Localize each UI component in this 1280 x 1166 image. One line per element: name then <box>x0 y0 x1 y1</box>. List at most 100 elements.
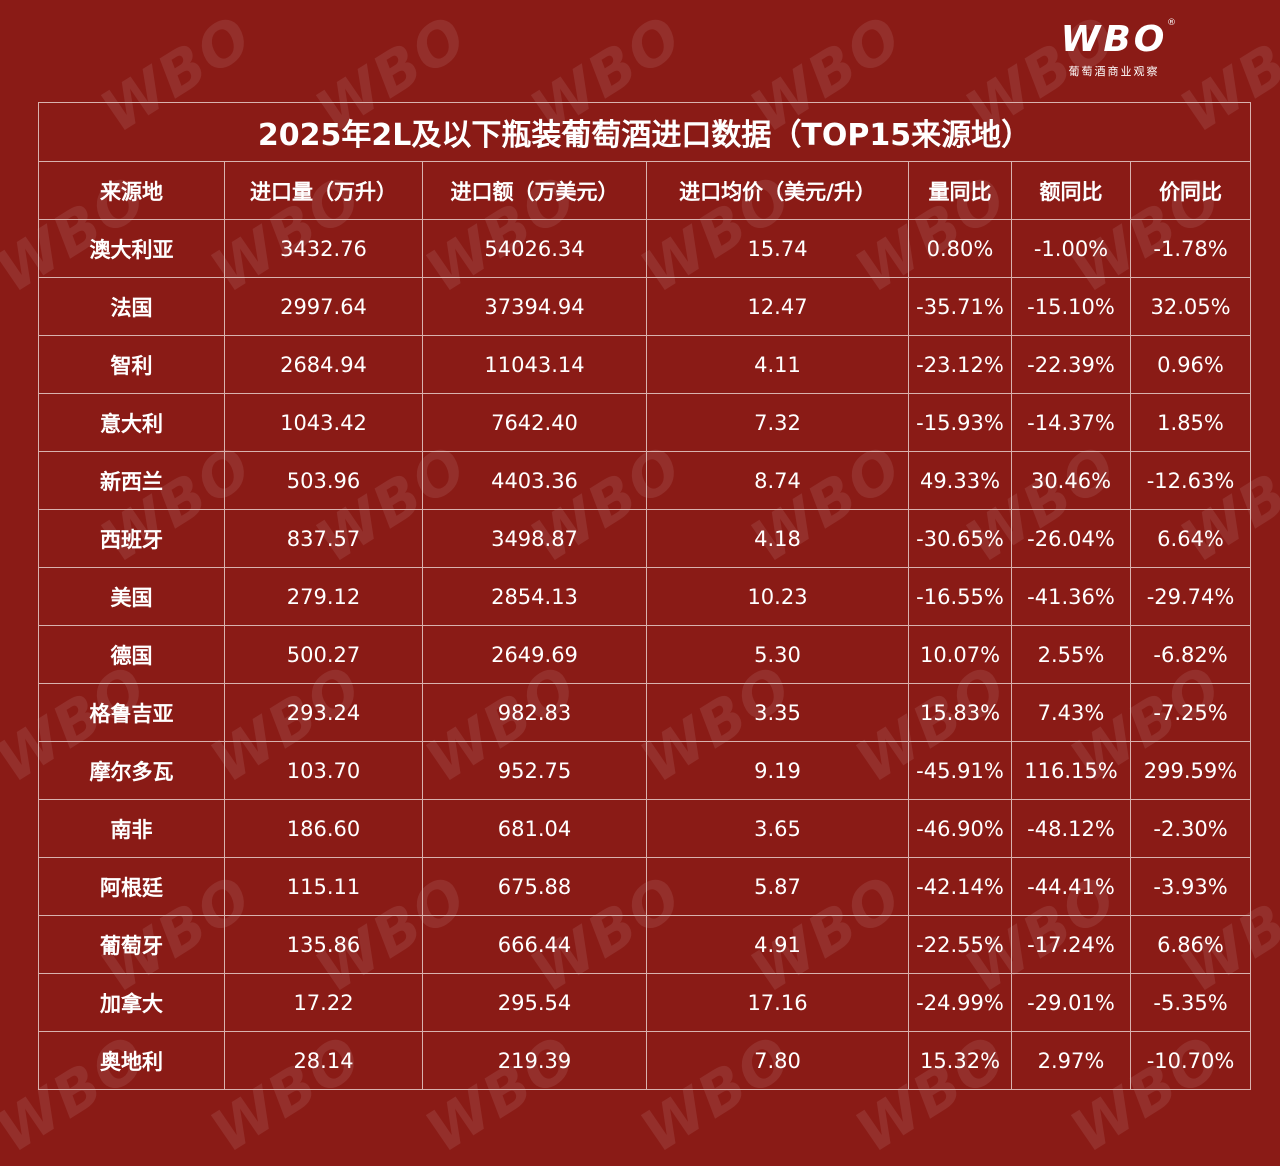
cell-source: 加拿大 <box>38 973 225 1032</box>
cell-price-yoy: -10.70% <box>1129 1031 1252 1090</box>
cell-source: 意大利 <box>38 393 225 452</box>
cell-volume-yoy: -42.14% <box>908 857 1012 916</box>
table-row: 阿根廷 115.11 675.88 5.87 -42.14% -44.41% -3.93% <box>38 857 1252 916</box>
header-price-yoy: 价同比 <box>1129 161 1252 220</box>
table-row: 法国 2997.64 37394.94 12.47 -35.71% -15.10% 32.0… <box>38 277 1252 336</box>
cell-avg-price: 17.16 <box>646 973 909 1032</box>
cell-price-yoy: -2.30% <box>1129 799 1252 858</box>
cell-price-yoy: 299.59% <box>1129 741 1252 800</box>
cell-volume-yoy: -16.55% <box>908 567 1012 626</box>
cell-price-yoy: 1.85% <box>1129 393 1252 452</box>
cell-volume-yoy: 15.32% <box>908 1031 1012 1090</box>
cell-volume-yoy: 15.83% <box>908 683 1012 742</box>
table-row: 葡萄牙 135.86 666.44 4.91 -22.55% -17.24% 6.86% <box>38 915 1252 974</box>
table-row: 西班牙 837.57 3498.87 4.18 -30.65% -26.04% 6.64% <box>38 509 1252 568</box>
logo-subtitle: 葡萄酒商业观察 <box>1068 65 1160 78</box>
cell-price-yoy: 6.64% <box>1129 509 1252 568</box>
cell-volume: 115.11 <box>224 857 423 916</box>
cell-source: 法国 <box>38 277 225 336</box>
cell-value-yoy: -41.36% <box>1011 567 1131 626</box>
cell-price-yoy: -6.82% <box>1129 625 1252 684</box>
cell-value-yoy: -48.12% <box>1011 799 1131 858</box>
cell-avg-price: 8.74 <box>646 451 909 510</box>
cell-value: 7642.40 <box>422 393 647 452</box>
table-row: 格鲁吉亚 293.24 982.83 3.35 15.83% 7.43% -7.25% <box>38 683 1252 742</box>
cell-value: 37394.94 <box>422 277 647 336</box>
cell-value: 681.04 <box>422 799 647 858</box>
cell-value: 2854.13 <box>422 567 647 626</box>
table-row: 南非 186.60 681.04 3.65 -46.90% -48.12% -2.30% <box>38 799 1252 858</box>
cell-value-yoy: -17.24% <box>1011 915 1131 974</box>
cell-volume: 135.86 <box>224 915 423 974</box>
wine-import-table: 2025年2L及以下瓶装葡萄酒进口数据（TOP15来源地） 来源地 进口量（万升）… <box>37 102 1252 1090</box>
cell-value-yoy: -29.01% <box>1011 973 1131 1032</box>
header-volume-yoy: 量同比 <box>908 161 1012 220</box>
cell-volume-yoy: -15.93% <box>908 393 1012 452</box>
cell-price-yoy: -29.74% <box>1129 567 1252 626</box>
cell-value-yoy: 116.15% <box>1011 741 1131 800</box>
cell-value-yoy: 7.43% <box>1011 683 1131 742</box>
cell-volume: 28.14 <box>224 1031 423 1090</box>
table-row: 澳大利亚 3432.76 54026.34 15.74 0.80% -1.00% -1.78… <box>38 219 1252 278</box>
cell-source: 美国 <box>38 567 225 626</box>
cell-avg-price: 5.87 <box>646 857 909 916</box>
cell-volume-yoy: -23.12% <box>908 335 1012 394</box>
cell-avg-price: 4.11 <box>646 335 909 394</box>
cell-source: 德国 <box>38 625 225 684</box>
table-row: 智利 2684.94 11043.14 4.11 -23.12% -22.39% 0.96% <box>38 335 1252 394</box>
table-row: 摩尔多瓦 103.70 952.75 9.19 -45.91% 116.15% 299.59… <box>38 741 1252 800</box>
cell-value: 54026.34 <box>422 219 647 278</box>
cell-value-yoy: -1.00% <box>1011 219 1131 278</box>
cell-avg-price: 3.65 <box>646 799 909 858</box>
table-row: 奥地利 28.14 219.39 7.80 15.32% 2.97% -10.70% <box>38 1031 1252 1090</box>
cell-volume-yoy: 49.33% <box>908 451 1012 510</box>
cell-volume: 500.27 <box>224 625 423 684</box>
cell-source: 葡萄牙 <box>38 915 225 974</box>
cell-volume: 279.12 <box>224 567 423 626</box>
cell-source: 西班牙 <box>38 509 225 568</box>
cell-source: 奥地利 <box>38 1031 225 1090</box>
header-value: 进口额（万美元） <box>422 161 647 220</box>
cell-price-yoy: -5.35% <box>1129 973 1252 1032</box>
cell-source: 新西兰 <box>38 451 225 510</box>
cell-volume-yoy: -35.71% <box>908 277 1012 336</box>
cell-value-yoy: -22.39% <box>1011 335 1131 394</box>
table-row: 意大利 1043.42 7642.40 7.32 -15.93% -14.37% 1.85% <box>38 393 1252 452</box>
table-row: 美国 279.12 2854.13 10.23 -16.55% -41.36% -29.74… <box>38 567 1252 626</box>
cell-avg-price: 3.35 <box>646 683 909 742</box>
cell-value-yoy: -26.04% <box>1011 509 1131 568</box>
cell-value: 675.88 <box>422 857 647 916</box>
cell-value-yoy: -14.37% <box>1011 393 1131 452</box>
cell-price-yoy: -7.25% <box>1129 683 1252 742</box>
logo-mark: WBO <box>1060 19 1168 60</box>
cell-value: 11043.14 <box>422 335 647 394</box>
cell-avg-price: 7.32 <box>646 393 909 452</box>
table-body: 澳大利亚 3432.76 54026.34 15.74 0.80% -1.00% -1.78… <box>38 219 1252 1090</box>
cell-volume: 2684.94 <box>224 335 423 394</box>
cell-volume-yoy: 0.80% <box>908 219 1012 278</box>
cell-volume-yoy: 10.07% <box>908 625 1012 684</box>
wbo-logo: WBO ® 葡萄酒商业观察 <box>1056 18 1176 82</box>
cell-value: 982.83 <box>422 683 647 742</box>
table-row: 德国 500.27 2649.69 5.30 10.07% 2.55% -6.82% <box>38 625 1252 684</box>
registered-mark: ® <box>1167 18 1176 28</box>
cell-volume: 1043.42 <box>224 393 423 452</box>
cell-volume-yoy: -22.55% <box>908 915 1012 974</box>
cell-source: 摩尔多瓦 <box>38 741 225 800</box>
table-row: 新西兰 503.96 4403.36 8.74 49.33% 30.46% -12.63% <box>38 451 1252 510</box>
cell-volume-yoy: -30.65% <box>908 509 1012 568</box>
cell-value: 3498.87 <box>422 509 647 568</box>
cell-value-yoy: 30.46% <box>1011 451 1131 510</box>
cell-source: 智利 <box>38 335 225 394</box>
cell-volume-yoy: -24.99% <box>908 973 1012 1032</box>
cell-value-yoy: -44.41% <box>1011 857 1131 916</box>
header-volume: 进口量（万升） <box>224 161 423 220</box>
cell-avg-price: 4.18 <box>646 509 909 568</box>
cell-source: 阿根廷 <box>38 857 225 916</box>
cell-volume: 293.24 <box>224 683 423 742</box>
cell-avg-price: 15.74 <box>646 219 909 278</box>
header-row: 来源地 进口量（万升） 进口额（万美元） 进口均价（美元/升） 量同比 额同比 价同比 <box>38 161 1252 220</box>
cell-volume: 17.22 <box>224 973 423 1032</box>
cell-volume: 2997.64 <box>224 277 423 336</box>
cell-volume: 3432.76 <box>224 219 423 278</box>
